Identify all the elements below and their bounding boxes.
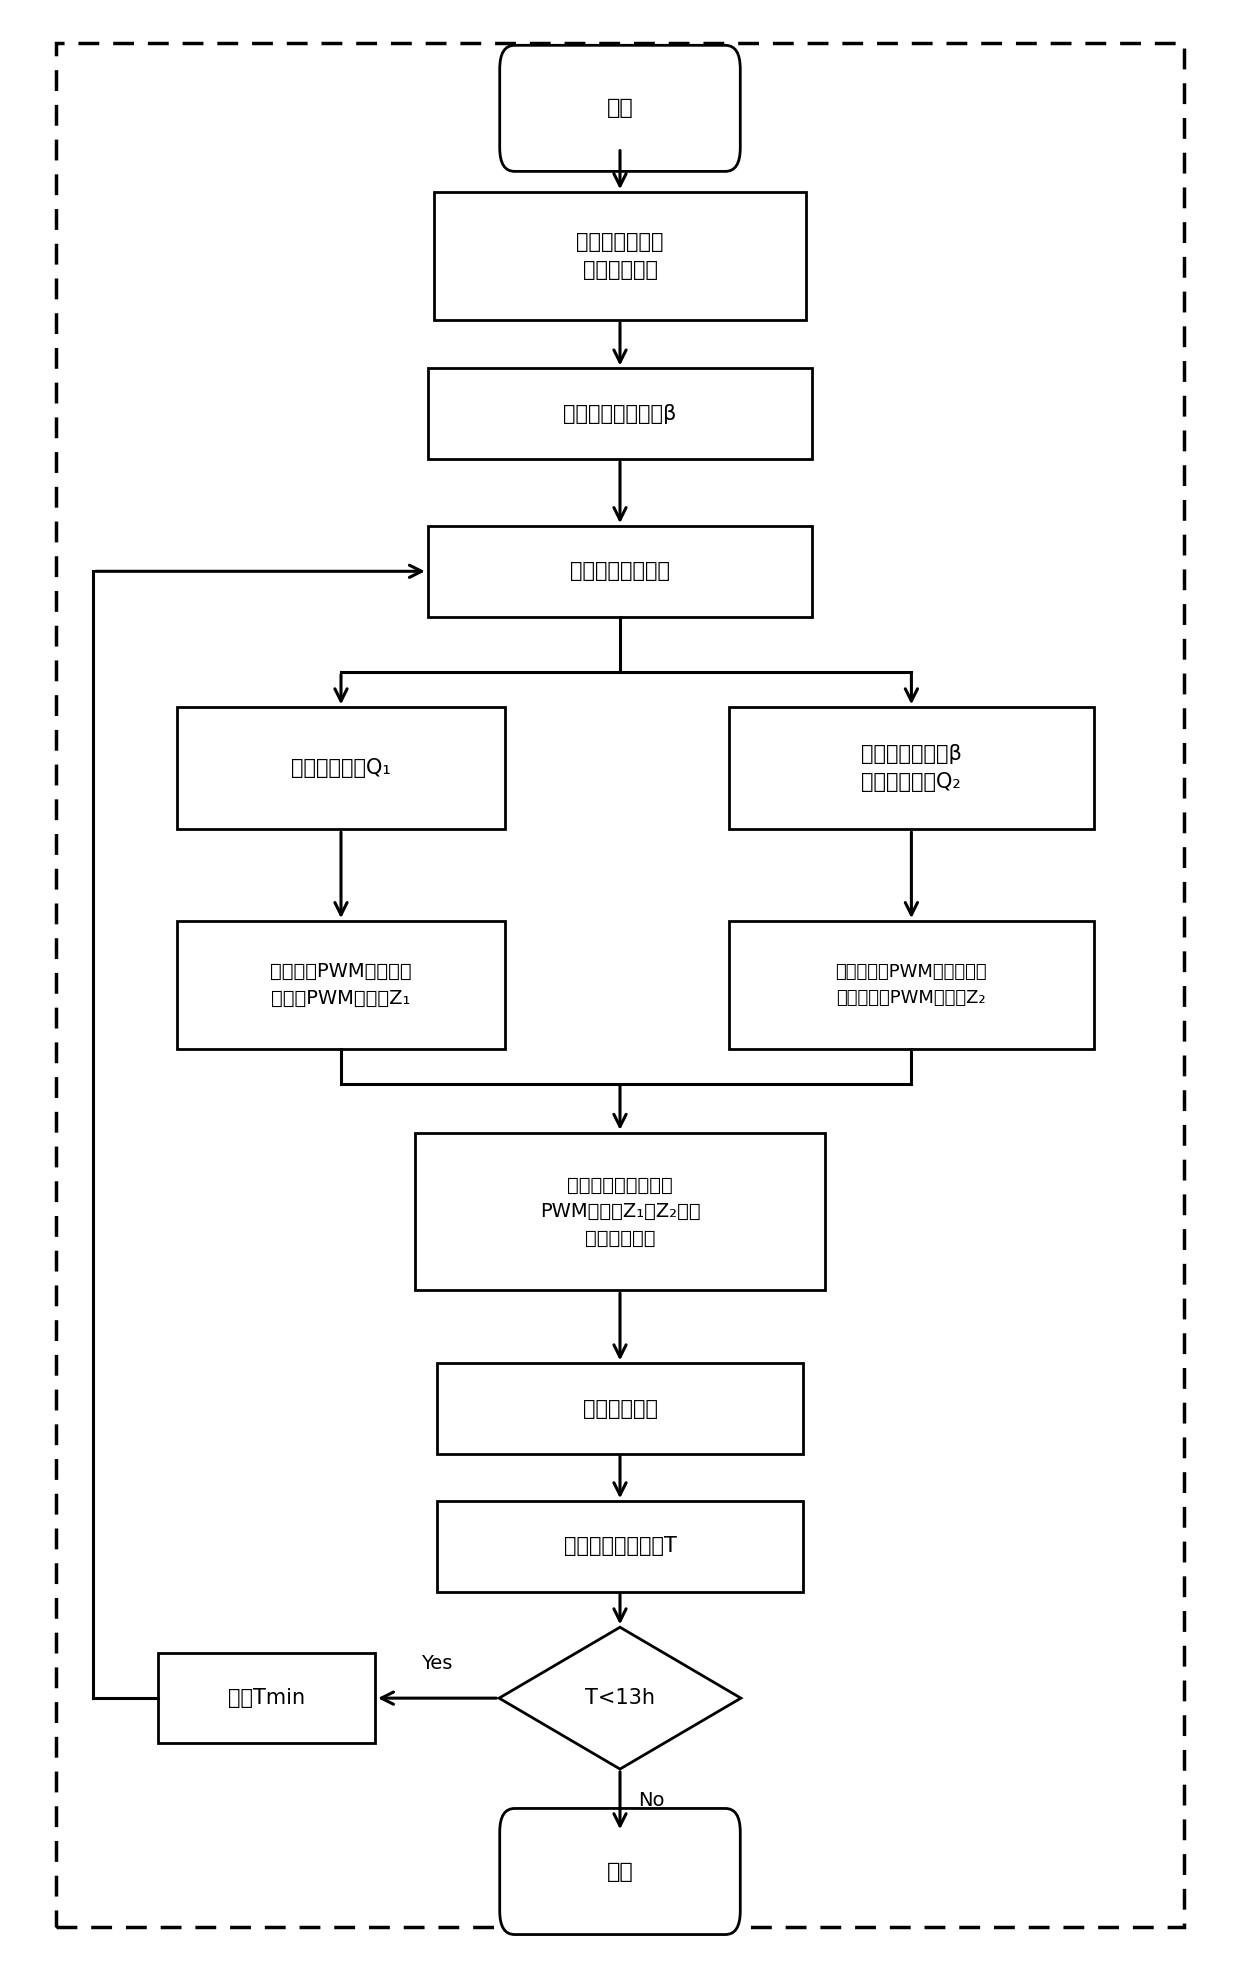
Bar xyxy=(434,191,806,319)
Bar xyxy=(729,707,1095,829)
Bar xyxy=(415,1133,825,1290)
Text: 计算叶片透光指数β: 计算叶片透光指数β xyxy=(563,404,677,424)
Text: 累计系统运行时间T: 累计系统运行时间T xyxy=(563,1537,677,1556)
Bar xyxy=(729,922,1095,1048)
Text: 开始: 开始 xyxy=(606,98,634,118)
Bar xyxy=(177,707,506,829)
FancyBboxPatch shape xyxy=(500,45,740,171)
Bar xyxy=(438,1501,802,1592)
Text: Yes: Yes xyxy=(422,1653,453,1673)
Text: 调用株间灯PWM反馈算法求
株间补光灯PWM占空比Z₂: 调用株间灯PWM反馈算法求 株间补光灯PWM占空比Z₂ xyxy=(836,963,987,1007)
Bar xyxy=(438,1363,802,1454)
Text: 调用顶灯PWM反馈算法
求顶灯PWM占空比Z₁: 调用顶灯PWM反馈算法 求顶灯PWM占空比Z₁ xyxy=(270,961,412,1009)
Text: 控制模块协调器发送
PWM占空比Z₁与Z₂数据
包给补光灯组: 控制模块协调器发送 PWM占空比Z₁与Z₂数据 包给补光灯组 xyxy=(539,1176,701,1247)
FancyBboxPatch shape xyxy=(500,1808,740,1935)
Bar xyxy=(428,526,812,617)
Text: 相机采集单位植
株的叶片图像: 相机采集单位植 株的叶片图像 xyxy=(577,232,663,280)
Text: No: No xyxy=(639,1791,665,1810)
Bar xyxy=(177,922,506,1048)
Text: 延时Tmin: 延时Tmin xyxy=(228,1688,305,1708)
Text: 补光灯组响应: 补光灯组响应 xyxy=(583,1399,657,1418)
Bar xyxy=(159,1653,374,1743)
Text: 顶叶环境光强Q₁: 顶叶环境光强Q₁ xyxy=(291,758,391,778)
Text: 关灯: 关灯 xyxy=(606,1862,634,1881)
Bar xyxy=(428,368,812,459)
Polygon shape xyxy=(498,1627,742,1769)
Text: 检测顶叶环境光强: 检测顶叶环境光强 xyxy=(570,561,670,581)
Text: 由叶片透光指数β
计算株间光强Q₂: 由叶片透光指数β 计算株间光强Q₂ xyxy=(861,745,962,792)
Text: T<13h: T<13h xyxy=(585,1688,655,1708)
